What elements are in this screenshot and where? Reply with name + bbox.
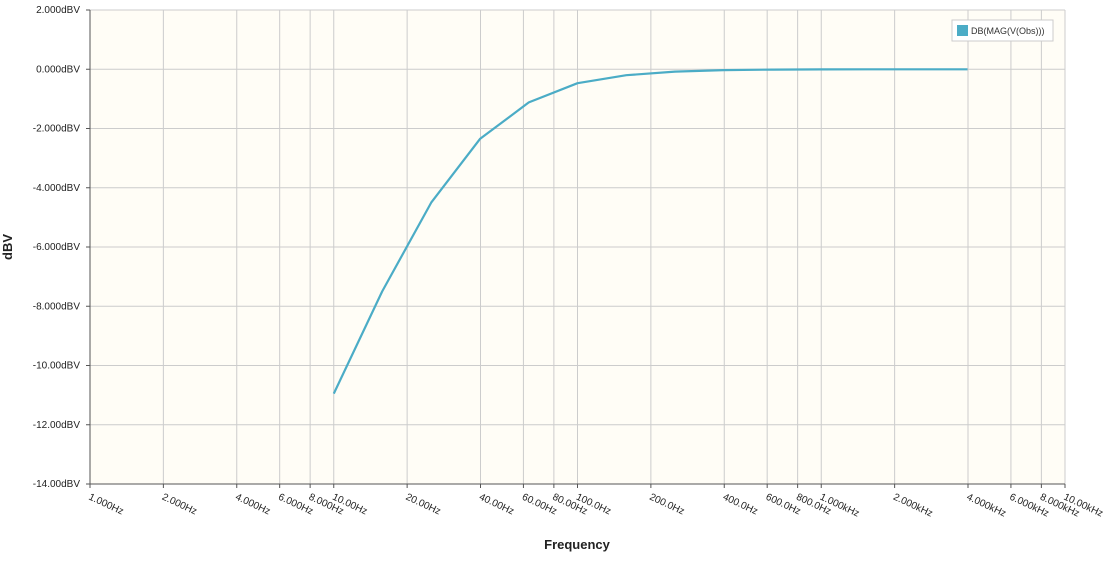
legend-box [951, 19, 1054, 42]
y-tick-label: -8.000dBV [33, 301, 81, 312]
y-tick-label: 0.000dBV [36, 64, 80, 75]
x-tick-label: 200.0Hz [648, 492, 686, 518]
series-layer [332, 68, 968, 395]
x-axis-title: Frequency [544, 537, 611, 552]
x-tick-label: 2.000Hz [160, 492, 198, 518]
y-axis-title: dBV [0, 234, 15, 260]
x-tick-labels: 1.000Hz 2.000Hz 4.000Hz 6.000Hz8.000Hz10.00… [87, 484, 1105, 520]
x-tick-label: 2.000kHz [891, 492, 934, 520]
series-line [332, 68, 968, 395]
y-tick-label: 2.000dBV [36, 5, 80, 16]
y-tick-label: -12.00dBV [33, 420, 81, 431]
legend-swatch [957, 25, 968, 36]
y-tick-labels: 2.000dBV 0.000dBV -2.000dBV -4.000dBV -6.000… [33, 5, 90, 490]
y-tick-label: -10.00dBV [33, 361, 81, 372]
y-tick-label: -4.000dBV [33, 183, 81, 194]
x-tick-label: 4.000Hz [233, 492, 271, 518]
x-tick-label: 40.00Hz [477, 492, 515, 518]
y-tick-label: -6.000dBV [33, 242, 81, 253]
legend: DB(MAG(V(Obs))) [951, 19, 1054, 42]
x-tick-label: 4.000kHz [965, 492, 1008, 520]
x-tick-label: 400.0Hz [721, 492, 759, 518]
y-tick-label: -14.00dBV [33, 479, 81, 490]
legend-label: DB(MAG(V(Obs))) [971, 26, 1045, 36]
x-tick-label: 20.00Hz [404, 492, 442, 518]
x-tick-label: 1.000Hz [87, 492, 125, 518]
y-tick-label: -2.000dBV [33, 124, 81, 135]
